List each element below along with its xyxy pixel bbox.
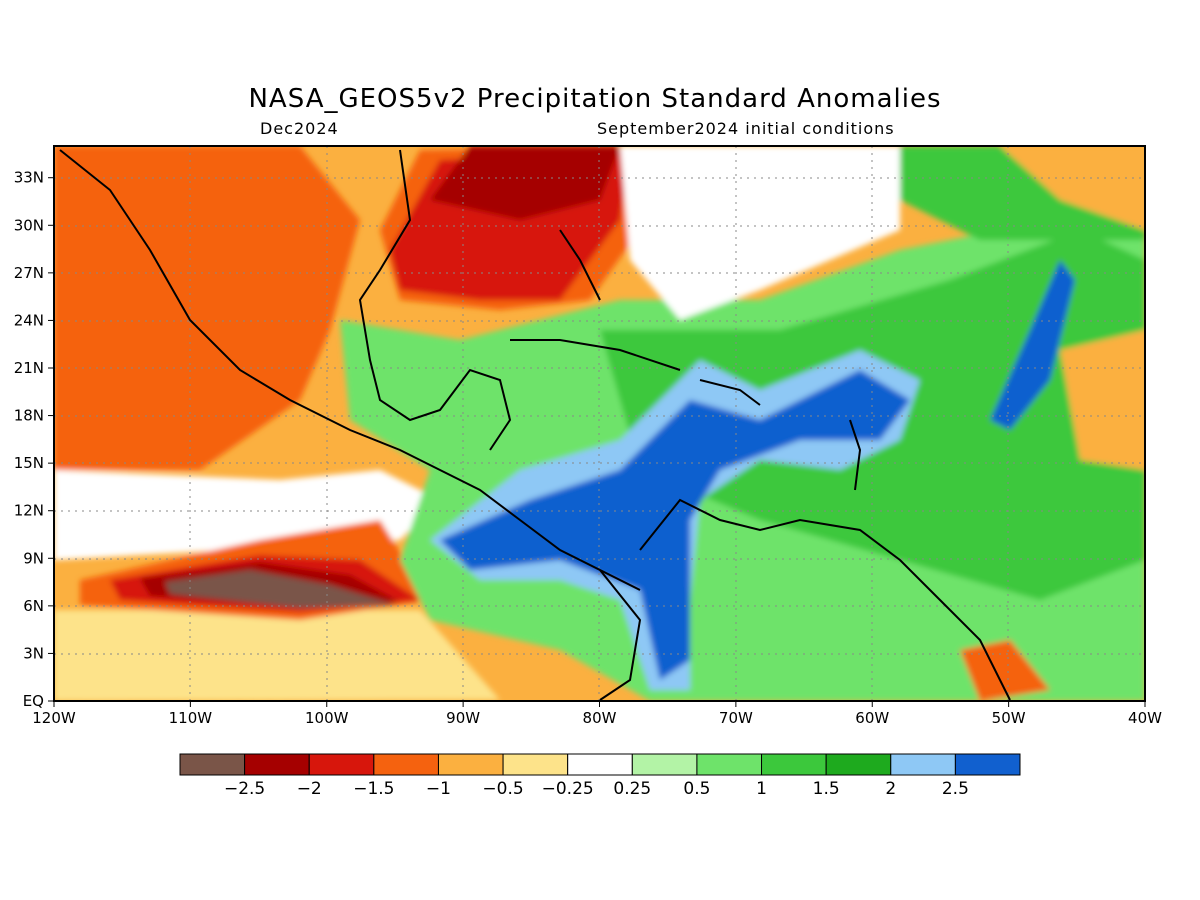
- colorbar-label: −2.5: [224, 779, 265, 799]
- colorbar-label: −1: [426, 779, 451, 799]
- colorbar-label: −0.5: [482, 779, 523, 799]
- colorbar: −2.5 −2 −1.5 −1 −0.5 −0.25 0.25 0.5 1 1.5 2 2.5: [179, 753, 1021, 799]
- y-tick-label: 15N: [14, 454, 44, 472]
- x-axis: 120W 110W 100W 90W 80W 70W 60W 50W 40W: [32, 701, 1162, 727]
- colorbar-swatch: [437, 753, 504, 776]
- colorbar-label: 1: [756, 779, 767, 799]
- colorbar-swatch: [825, 753, 892, 776]
- chart-title: NASA_GEOS5v2 Precipitation Standard Anom…: [248, 84, 942, 114]
- colorbar-swatch: [244, 753, 310, 776]
- colorbar-swatch: [308, 753, 375, 776]
- y-tick-label: 18N: [14, 407, 44, 425]
- y-tick-label: EQ: [23, 692, 44, 710]
- y-tick-label: 9N: [23, 549, 44, 567]
- colorbar-label: −0.25: [542, 779, 594, 799]
- grid-lines: [54, 146, 1145, 701]
- colorbar-swatch: [373, 753, 439, 776]
- y-axis: EQ 3N 6N 9N 12N 15N 18N 21N 24N 27N 30N 33N: [14, 169, 54, 710]
- x-tick-label: 50W: [992, 709, 1026, 727]
- forecast-month: Dec2024: [260, 119, 339, 138]
- colorbar-swatch: [502, 753, 569, 776]
- x-tick-label: 80W: [583, 709, 617, 727]
- colorbar-label: 1.5: [813, 779, 840, 799]
- colorbar-swatch: [761, 753, 827, 776]
- x-tick-label: 70W: [719, 709, 753, 727]
- colorbar-swatch: [179, 753, 246, 776]
- y-tick-label: 6N: [23, 597, 44, 615]
- coastlines: [59, 149, 1011, 701]
- x-tick-label: 110W: [169, 709, 213, 727]
- colorbar-label: 0.25: [613, 779, 651, 799]
- y-tick-label: 21N: [14, 359, 44, 377]
- x-tick-label: 100W: [305, 709, 349, 727]
- y-tick-label: 12N: [14, 502, 44, 520]
- y-tick-label: 3N: [23, 644, 44, 662]
- initial-conditions: September2024 initial conditions: [597, 119, 895, 138]
- colorbar-swatch: [890, 753, 956, 776]
- x-tick-label: 40W: [1128, 709, 1162, 727]
- colorbar-label: −2: [297, 779, 322, 799]
- colorbar-label: −1.5: [353, 779, 394, 799]
- colorbar-swatch: [954, 753, 1021, 776]
- colorbar-label: 2.5: [942, 779, 969, 799]
- y-tick-label: 27N: [14, 264, 44, 282]
- x-tick-label: 60W: [855, 709, 889, 727]
- colorbar-swatch: [631, 753, 698, 776]
- colorbar-swatch: [696, 753, 763, 776]
- y-tick-label: 33N: [14, 169, 44, 187]
- x-tick-label: 90W: [446, 709, 480, 727]
- y-tick-label: 24N: [14, 311, 44, 329]
- anomaly-field: [54, 146, 1145, 701]
- colorbar-label: 0.5: [683, 779, 710, 799]
- y-tick-label: 30N: [14, 216, 44, 234]
- x-tick-label: 120W: [32, 709, 76, 727]
- colorbar-label: 2: [885, 779, 896, 799]
- colorbar-swatch: [567, 753, 633, 776]
